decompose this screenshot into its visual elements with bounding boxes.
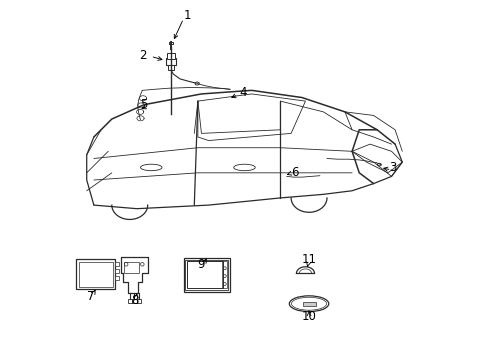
Bar: [115, 262, 119, 266]
Text: 3: 3: [389, 161, 396, 174]
Text: 5: 5: [140, 98, 147, 111]
Bar: [115, 269, 119, 273]
Bar: [183, 258, 230, 292]
Text: 9: 9: [197, 258, 205, 271]
Text: 6: 6: [290, 166, 298, 179]
Text: 1: 1: [183, 9, 190, 22]
Text: 4: 4: [239, 86, 246, 99]
Bar: [222, 261, 227, 288]
Bar: [115, 276, 119, 280]
Bar: [132, 299, 136, 303]
Bar: [137, 299, 141, 303]
Ellipse shape: [289, 296, 328, 312]
Bar: [76, 259, 115, 289]
Bar: [302, 302, 315, 306]
Bar: [124, 262, 139, 273]
Bar: [169, 41, 172, 44]
Bar: [127, 299, 132, 303]
Bar: [187, 261, 223, 288]
Ellipse shape: [195, 82, 199, 85]
Bar: [79, 262, 112, 287]
Text: 10: 10: [301, 310, 316, 324]
Text: 7: 7: [86, 290, 94, 303]
Bar: [168, 65, 174, 70]
Bar: [185, 260, 228, 290]
Text: 2: 2: [140, 49, 147, 62]
Text: 8: 8: [131, 294, 139, 307]
Ellipse shape: [377, 163, 380, 166]
Bar: [167, 53, 174, 59]
Text: 11: 11: [301, 253, 316, 266]
Bar: [166, 58, 175, 65]
